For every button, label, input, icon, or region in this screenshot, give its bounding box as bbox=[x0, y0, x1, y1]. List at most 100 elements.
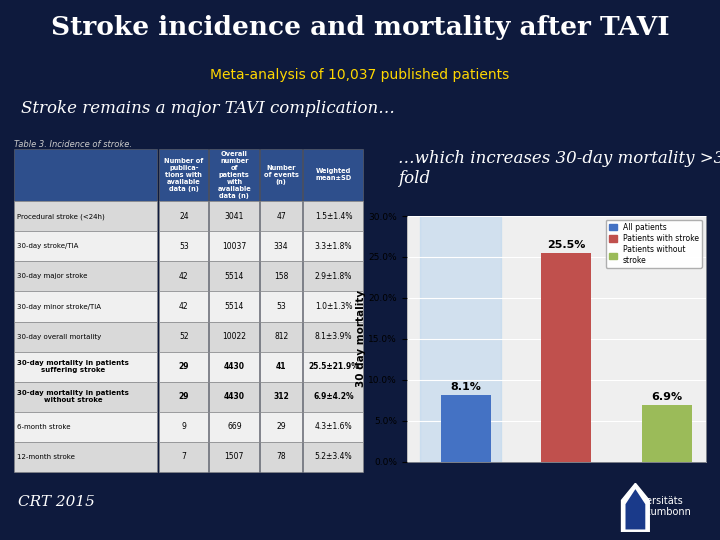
Text: Number
of events
(n): Number of events (n) bbox=[264, 165, 299, 185]
Text: 10022: 10022 bbox=[222, 332, 246, 341]
Bar bbox=[302, 352, 364, 382]
Text: 5.2±3.4%: 5.2±3.4% bbox=[315, 453, 352, 461]
Text: 2.9±1.8%: 2.9±1.8% bbox=[315, 272, 352, 281]
Bar bbox=[158, 261, 208, 292]
Bar bbox=[0, 517, 720, 540]
Text: …which increases 30-day mortality >3
fold: …which increases 30-day mortality >3 fol… bbox=[398, 150, 720, 187]
Text: 30-day stroke/TIA: 30-day stroke/TIA bbox=[17, 244, 78, 249]
Text: 29: 29 bbox=[276, 422, 286, 431]
Text: 334: 334 bbox=[274, 242, 289, 251]
Y-axis label: 30 day mortality: 30 day mortality bbox=[356, 291, 366, 387]
Bar bbox=[302, 442, 364, 472]
Bar bbox=[209, 411, 258, 442]
Text: 5514: 5514 bbox=[225, 302, 244, 311]
Text: 29: 29 bbox=[179, 362, 189, 371]
Text: 6.9±4.2%: 6.9±4.2% bbox=[313, 392, 354, 401]
Bar bbox=[158, 382, 208, 411]
Bar bbox=[14, 261, 158, 292]
Bar bbox=[14, 232, 158, 261]
Bar bbox=[541, 253, 591, 462]
Text: 12-month stroke: 12-month stroke bbox=[17, 454, 76, 460]
Bar bbox=[158, 321, 208, 352]
Text: 30-day major stroke: 30-day major stroke bbox=[17, 273, 88, 280]
Bar bbox=[302, 292, 364, 321]
Text: 52: 52 bbox=[179, 332, 189, 341]
Text: 1.0±1.3%: 1.0±1.3% bbox=[315, 302, 352, 311]
Bar bbox=[260, 411, 302, 442]
Bar bbox=[209, 232, 258, 261]
Text: Overall
number
of
patients
with
available
data (n): Overall number of patients with availabl… bbox=[217, 151, 251, 199]
Text: universitäts
klinikumbonn: universitäts klinikumbonn bbox=[626, 496, 691, 517]
Text: 312: 312 bbox=[274, 392, 289, 401]
Text: 4.3±1.6%: 4.3±1.6% bbox=[315, 422, 352, 431]
Bar bbox=[209, 201, 258, 232]
Text: 25.5%: 25.5% bbox=[547, 240, 585, 249]
Text: 4430: 4430 bbox=[224, 392, 245, 401]
Bar bbox=[302, 232, 364, 261]
Bar bbox=[14, 321, 158, 352]
Text: 29: 29 bbox=[179, 392, 189, 401]
Text: 41: 41 bbox=[276, 362, 287, 371]
Text: Stroke remains a major TAVI complication…: Stroke remains a major TAVI complication… bbox=[22, 100, 395, 117]
Text: 812: 812 bbox=[274, 332, 288, 341]
Bar bbox=[260, 442, 302, 472]
Bar bbox=[14, 442, 158, 472]
Bar bbox=[209, 148, 258, 201]
Bar bbox=[209, 382, 258, 411]
Bar bbox=[14, 201, 158, 232]
Polygon shape bbox=[621, 483, 649, 532]
Bar bbox=[302, 261, 364, 292]
Bar bbox=[302, 148, 364, 201]
Text: 669: 669 bbox=[227, 422, 242, 431]
Bar bbox=[441, 395, 491, 462]
Bar bbox=[14, 292, 158, 321]
Bar bbox=[209, 352, 258, 382]
Legend: All patients, Patients with stroke, Patients without
stroke: All patients, Patients with stroke, Pati… bbox=[606, 220, 702, 268]
Text: 8.1±3.9%: 8.1±3.9% bbox=[315, 332, 352, 341]
Text: 6-month stroke: 6-month stroke bbox=[17, 424, 71, 430]
Bar bbox=[158, 352, 208, 382]
Bar bbox=[642, 405, 692, 462]
Text: Number of
publica-
tions with
available
data (n): Number of publica- tions with available … bbox=[164, 158, 204, 192]
Bar bbox=[260, 321, 302, 352]
Text: Stroke incidence and mortality after TAVI: Stroke incidence and mortality after TAV… bbox=[50, 15, 670, 40]
Text: 7: 7 bbox=[181, 453, 186, 461]
Bar bbox=[260, 292, 302, 321]
Text: 47: 47 bbox=[276, 212, 286, 221]
Polygon shape bbox=[626, 489, 645, 529]
Text: 53: 53 bbox=[276, 302, 286, 311]
Bar bbox=[209, 292, 258, 321]
Text: 42: 42 bbox=[179, 272, 189, 281]
Text: 3041: 3041 bbox=[225, 212, 244, 221]
Bar bbox=[302, 201, 364, 232]
Bar bbox=[14, 148, 158, 201]
Text: 25.5±21.9%: 25.5±21.9% bbox=[308, 362, 359, 371]
Bar bbox=[420, 216, 501, 462]
Text: Table 3. Incidence of stroke.: Table 3. Incidence of stroke. bbox=[14, 140, 132, 149]
Bar bbox=[14, 382, 158, 411]
Text: 53: 53 bbox=[179, 242, 189, 251]
Text: Meta-analysis of 10,037 published patients: Meta-analysis of 10,037 published patien… bbox=[210, 68, 510, 82]
Bar bbox=[158, 411, 208, 442]
Bar bbox=[158, 148, 208, 201]
Bar bbox=[260, 148, 302, 201]
Text: 4430: 4430 bbox=[224, 362, 245, 371]
Text: 9: 9 bbox=[181, 422, 186, 431]
Text: 24: 24 bbox=[179, 212, 189, 221]
Bar bbox=[14, 352, 158, 382]
Text: 158: 158 bbox=[274, 272, 288, 281]
Text: 3.3±1.8%: 3.3±1.8% bbox=[315, 242, 352, 251]
Bar bbox=[260, 382, 302, 411]
Text: 30-day minor stroke/TIA: 30-day minor stroke/TIA bbox=[17, 303, 102, 309]
Bar bbox=[158, 292, 208, 321]
Text: 30-day mortality in patients
suffering stroke: 30-day mortality in patients suffering s… bbox=[17, 360, 130, 373]
Bar bbox=[260, 352, 302, 382]
Text: 10037: 10037 bbox=[222, 242, 246, 251]
Text: 30-day mortality in patients
without stroke: 30-day mortality in patients without str… bbox=[17, 390, 130, 403]
Bar bbox=[260, 201, 302, 232]
Bar bbox=[14, 411, 158, 442]
Text: Weighted
mean±SD: Weighted mean±SD bbox=[315, 168, 351, 181]
Bar bbox=[209, 442, 258, 472]
Text: CRT 2015: CRT 2015 bbox=[18, 495, 95, 509]
Text: 5514: 5514 bbox=[225, 272, 244, 281]
